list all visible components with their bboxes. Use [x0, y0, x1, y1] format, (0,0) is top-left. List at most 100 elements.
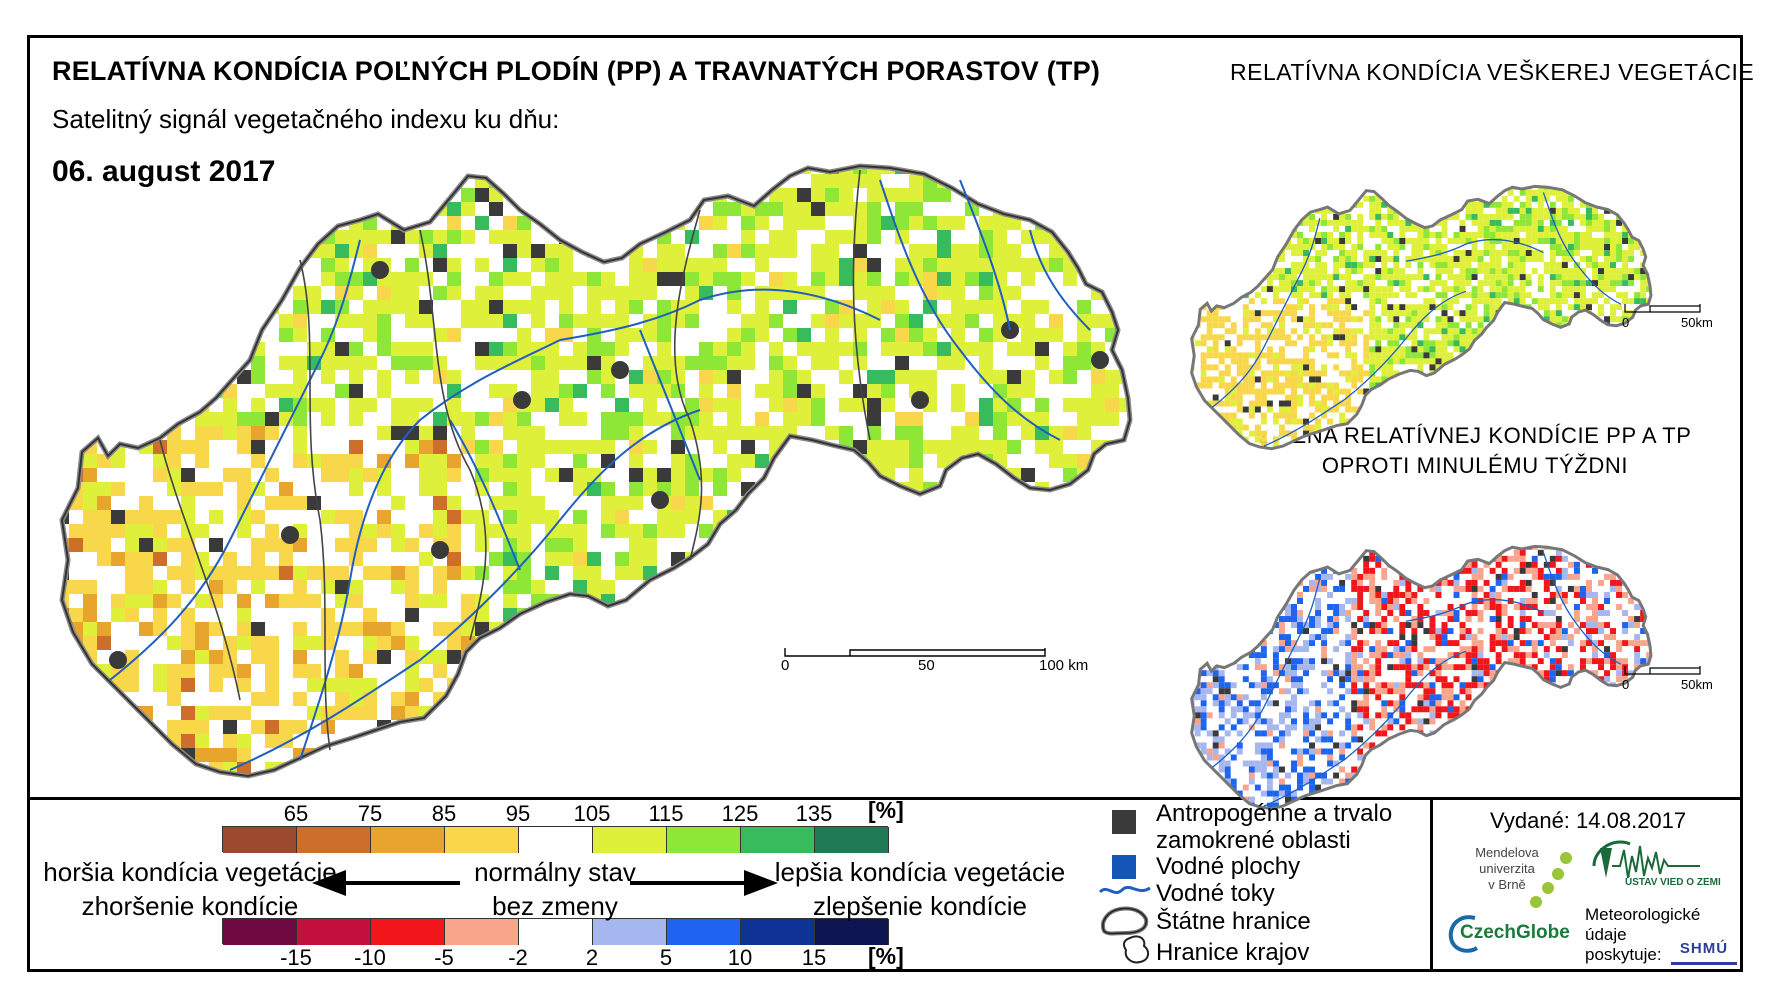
change-tick-labels: -15 -10 -5 -2 2 5 10 15	[0, 945, 1772, 971]
mendel-line2: univerzita	[1479, 861, 1535, 876]
map-date: 06. august 2017	[52, 155, 276, 188]
worse-label-line1: horšia kondícia vegetácie	[43, 857, 337, 887]
change-unit: [%]	[868, 943, 904, 969]
small-scale-bar-1	[1624, 304, 1701, 313]
mendel-line3: v Brně	[1488, 877, 1526, 892]
condition-tick-labels: 65 75 85 95 105 115 125 135	[0, 801, 1772, 827]
condition-color-bar	[222, 826, 889, 853]
legend-divider	[27, 797, 1743, 800]
small-scale-bar-2	[1624, 666, 1701, 675]
legend-swatch	[223, 919, 297, 945]
arrow-right-head-icon	[744, 870, 778, 896]
water-bodies-label: Vodné plochy	[1156, 853, 1301, 880]
region-borders	[159, 169, 871, 751]
legend-arrows	[312, 870, 778, 896]
legend-swatch	[815, 919, 889, 945]
condition-unit: [%]	[868, 797, 904, 823]
legend-swatch	[741, 919, 815, 945]
normal-label-line1: normálny stav	[474, 857, 636, 887]
region-border-icon	[1122, 935, 1150, 964]
normal-label: normálny stav bez zmeny	[455, 855, 655, 923]
state-border-icon	[1101, 906, 1149, 936]
legend-tick-label: 2	[585, 945, 599, 970]
legend-tick-label: 105	[573, 801, 611, 826]
legend-tick-label: -2	[508, 945, 528, 970]
mendel-logo-text: Mendelova univerzita v Brně	[1467, 845, 1547, 893]
legend-swatch	[667, 919, 741, 945]
legend-tick-label: 135	[795, 801, 833, 826]
anthropogenic-label: Antropogénne a trvalo zamokrené oblasti	[1156, 800, 1392, 854]
legend-swatch	[445, 919, 519, 945]
worse-label: horšia kondícia vegetácie zhoršenie kond…	[30, 855, 350, 923]
small-scale-1-label-0: 0	[1622, 315, 1630, 330]
czechglobe-swirl-icon	[1448, 915, 1479, 953]
normal-label-line2: bez zmeny	[492, 891, 618, 921]
legend-tick-label: -5	[434, 945, 454, 970]
region-border-label: Hranice krajov	[1156, 939, 1310, 966]
legend-swatch	[223, 827, 297, 853]
mendel-line1: Mendelova	[1475, 845, 1539, 860]
shmu-logo: SHMÚ	[1671, 940, 1737, 965]
small-scale-2-label-50: 50km	[1681, 677, 1713, 692]
main-scale-label-100: 100 km	[1039, 657, 1089, 674]
legend-swatch	[445, 827, 519, 853]
legend-swatch	[371, 827, 445, 853]
water-bodies-swatch	[1112, 855, 1136, 879]
legend-swatch	[297, 827, 371, 853]
legend-tick-label: 125	[721, 801, 759, 826]
legend-tick-label: 5	[659, 945, 673, 970]
legend-swatch	[593, 919, 667, 945]
side-map-title-change: ZMENA RELATÍVNEJ KONDÍCIE PP A TP OPROTI…	[1235, 423, 1715, 479]
mendel-dots-icon	[1530, 852, 1572, 908]
legend-swatch	[297, 919, 371, 945]
legend-swatch	[593, 827, 667, 853]
legend-tick-label: 65	[283, 801, 309, 826]
legend-tick-label: 10	[727, 945, 753, 970]
rivers-label: Vodné toky	[1156, 880, 1275, 907]
legend-tick-label: 75	[357, 801, 383, 826]
legend-swatch	[519, 919, 593, 945]
issued-date: Vydané: 14.08.2017	[1490, 808, 1687, 833]
river-icon	[1098, 885, 1151, 895]
meteo-line2: údaje	[1585, 925, 1627, 944]
change-color-bar	[222, 918, 889, 945]
legend-tick-label: 115	[648, 801, 684, 826]
map-frame	[27, 35, 1743, 972]
legend-swatch	[371, 919, 445, 945]
main-scale-label-50: 50	[918, 657, 935, 674]
small-scale-2-label-0: 0	[1622, 677, 1630, 692]
side-map-title-change-line2: OPROTI MINULÉMU TÝŽDNI	[1321, 453, 1629, 478]
legend-swatch	[667, 827, 741, 853]
meteo-line3: poskytuje:	[1585, 945, 1662, 964]
meteo-line1: Meteorologické	[1585, 905, 1701, 924]
legend-swatch	[519, 827, 593, 853]
better-label-line2: zlepšenie kondície	[813, 891, 1027, 921]
anthropogenic-label-line1: Antropogénne a trvalo	[1156, 800, 1393, 827]
legend-tick-label: 15	[801, 945, 827, 970]
side-map-title-vegetation: RELATÍVNA KONDÍCIA VEŠKEREJ VEGETÁCIE	[1230, 59, 1755, 85]
uvz-logo-text: ÚSTAV VIED O ZEMI	[1625, 877, 1721, 888]
arrow-left-head-icon	[312, 870, 346, 896]
anthropogenic-label-line2: zamokrené oblasti	[1156, 827, 1351, 854]
uvz-logo-icon	[1592, 840, 1700, 879]
worse-label-line2: zhoršenie kondície	[81, 891, 299, 921]
main-scale-label-0: 0	[781, 657, 790, 674]
legend-tick-label: 85	[431, 801, 457, 826]
czechglobe-logo: CzechGlobe	[1460, 922, 1570, 943]
anthropogenic-swatch	[1112, 810, 1136, 834]
meteo-provider-text: Meteorologické údaje poskytuje:	[1585, 905, 1700, 965]
state-border-label: Štátne hranice	[1156, 908, 1311, 935]
legend-tick-label: -10	[354, 945, 386, 970]
issued-divider	[1430, 797, 1433, 972]
better-label-line1: lepšia kondícia vegetácie	[774, 857, 1066, 887]
map-subtitle: Satelitný signál vegetačného indexu ku d…	[52, 104, 560, 134]
legend-swatch	[741, 827, 815, 853]
shmu-logo-text: SHMÚ	[1679, 940, 1729, 957]
legend-tick-label: 95	[505, 801, 531, 826]
better-label: lepšia kondícia vegetácie zlepšenie kond…	[765, 855, 1075, 923]
map-title: RELATÍVNA KONDÍCIA POĽNÝCH PLODÍN (PP) A…	[52, 56, 1101, 86]
legend-tick-label: -15	[280, 945, 312, 970]
